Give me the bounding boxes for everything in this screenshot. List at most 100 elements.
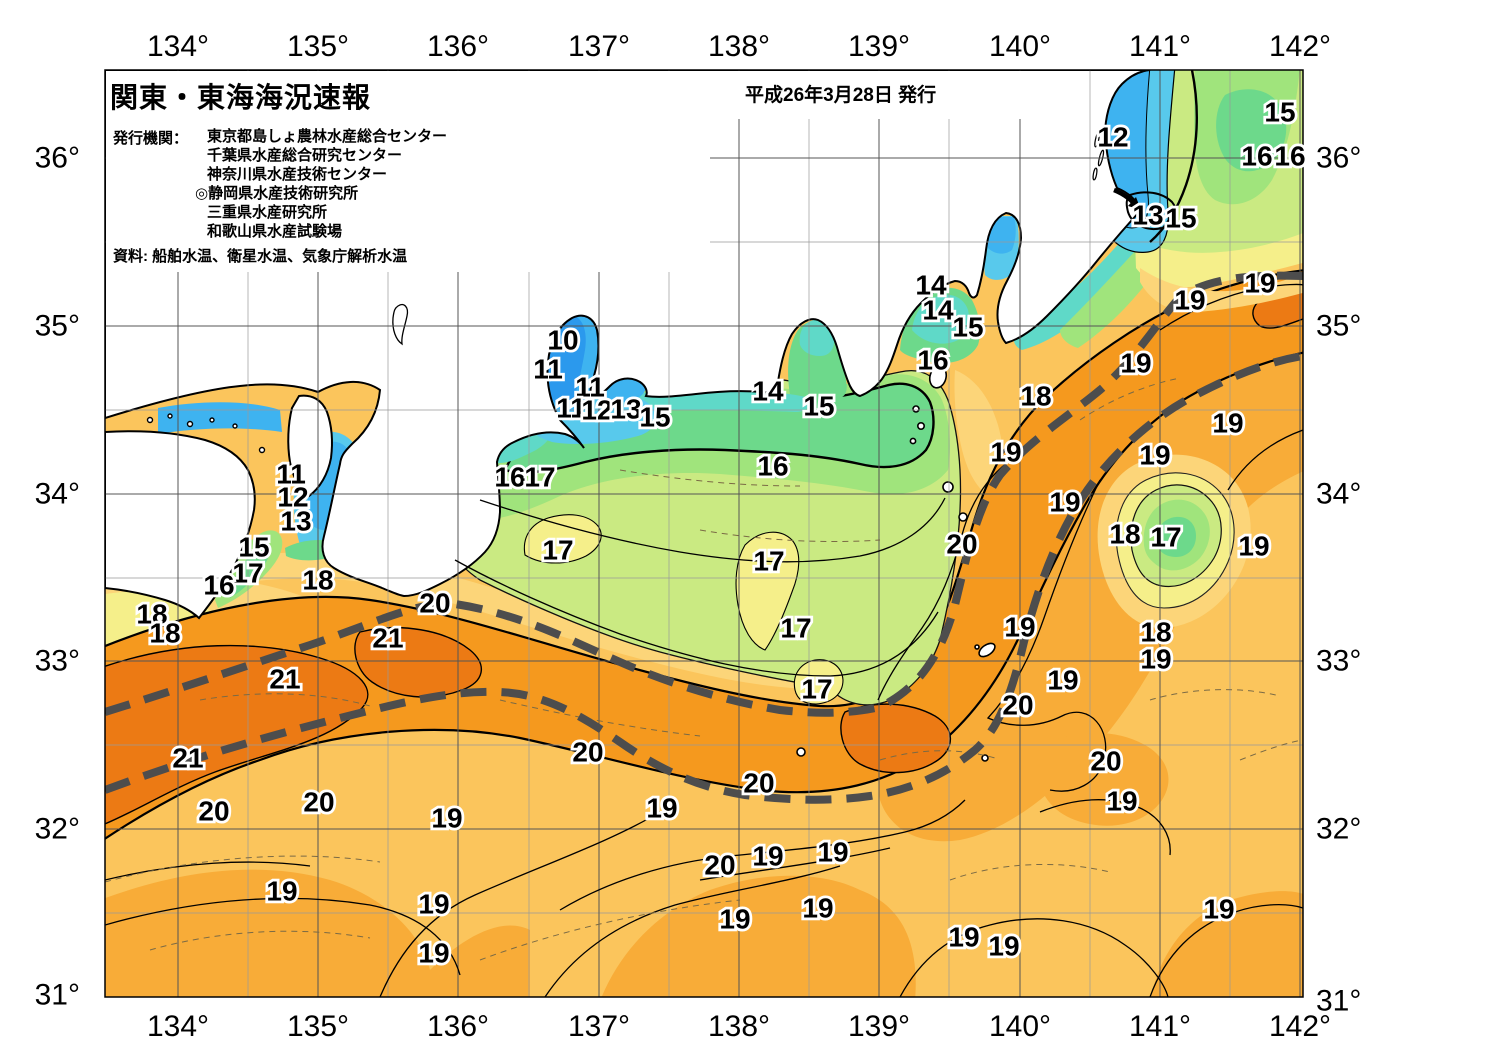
lon-label: 142°	[1269, 30, 1331, 63]
kuroshio-lines	[105, 271, 1303, 804]
lat-label: 33°	[1316, 645, 1361, 678]
kuroshio-swath-20-21	[105, 269, 1303, 841]
contours-dashed-minor	[105, 377, 1303, 961]
isotherm-label: 19	[646, 793, 677, 824]
isotherm-label: 15	[952, 312, 983, 343]
current-arrow	[1113, 187, 1141, 210]
isotherm-label: 18	[302, 565, 333, 596]
island-miyake	[942, 481, 954, 493]
isotherm-label: 19	[1004, 612, 1035, 643]
ise-bay-core-10-11	[548, 315, 586, 404]
lat-label: 31°	[35, 979, 80, 1012]
isotherm-label: 18	[1109, 519, 1140, 550]
cold-eddy	[1097, 454, 1251, 629]
isotherm-label: 19	[431, 803, 462, 834]
isotherm-label: 15	[1165, 203, 1196, 234]
isotherm-label: 20	[946, 529, 977, 560]
issuer-list: 東京都島しょ農林水産総合センター 千葉県水産総合研究センター 神奈川県水産技術センタ…	[195, 127, 447, 241]
isotherm-label: 19	[266, 876, 297, 907]
ne-corner-field	[1060, 70, 1303, 348]
isotherm-label: 19	[1139, 440, 1170, 471]
lat-label: 34°	[1316, 478, 1361, 511]
issuer-item: 三重県水産研究所	[207, 204, 328, 221]
issuer-item: 千葉県水産総合研究センター	[207, 147, 403, 164]
isotherm-label: 15	[238, 532, 269, 563]
lat-label: 35°	[1316, 310, 1361, 343]
isotherm-label: 13	[1132, 200, 1163, 231]
isotherm-label: 19	[1140, 644, 1171, 675]
isotherm-label: 15	[803, 391, 834, 422]
isotherm-label: 16	[917, 345, 948, 376]
isotherm-label: 14	[752, 376, 784, 407]
isotherm-label: 10	[547, 325, 578, 356]
isotherm-label: 19	[990, 437, 1021, 468]
isotherm-label: 19	[418, 889, 449, 920]
lon-label: 137°	[568, 30, 630, 63]
isotherm-label: 19	[988, 931, 1019, 962]
isotherm-label: 17	[542, 535, 573, 566]
isotherm-label: 12	[277, 482, 308, 513]
isotherm-label: 19	[948, 922, 979, 953]
isotherm-label: 17	[801, 674, 832, 705]
grid-layer	[105, 70, 1303, 997]
isotherm-label: 19	[418, 938, 449, 969]
isotherm-label: 18	[1020, 381, 1051, 412]
isotherm-label: 17	[780, 613, 811, 644]
isotherm-label: 19	[802, 893, 833, 924]
islet-offshore	[796, 747, 806, 757]
axis-labels-left: 36° 35° 34° 33° 32° 31°	[35, 142, 80, 1012]
lon-label: 139°	[848, 1010, 910, 1043]
land-shikoku	[105, 430, 256, 620]
sea-pale-east-of-izu	[954, 370, 1004, 502]
isotherm-label: 19	[1212, 408, 1243, 439]
lon-label: 138°	[708, 1010, 770, 1043]
lat-label: 31°	[1316, 985, 1361, 1018]
isotherm-label: 11	[575, 372, 605, 403]
isotherm-label: 21	[372, 623, 403, 654]
lon-label: 141°	[1129, 1010, 1191, 1043]
isotherm-label: 17	[524, 462, 555, 493]
lon-label: 136°	[427, 30, 489, 63]
isotherm-label: 20	[572, 737, 603, 768]
lon-label: 135°	[287, 30, 349, 63]
isotherm-label: 20	[704, 850, 735, 881]
lon-label: 138°	[708, 30, 770, 63]
lat-label: 33°	[35, 645, 80, 678]
sagami-bay-teal	[912, 294, 970, 344]
isotherm-label: 11	[276, 459, 306, 490]
isotherm-label: 17	[232, 558, 263, 589]
isotherm-label: 21	[172, 743, 203, 774]
axis-labels-top: 134° 135° 136° 137° 138° 139° 140° 141° 142°	[147, 30, 1331, 63]
lat-label: 32°	[1316, 813, 1361, 846]
isotherm-label: 20	[1002, 690, 1033, 721]
contours-solid	[105, 70, 1303, 997]
isotherm-label: 14	[915, 270, 947, 301]
issuer-label: 発行機関：	[113, 130, 189, 147]
source-note: 資料: 船舶水温、衛星水温、気象庁解析水温	[113, 248, 408, 265]
isotherm-label: 19	[1049, 487, 1080, 518]
isotherm-label: 19	[1203, 894, 1234, 925]
lon-label: 139°	[848, 30, 910, 63]
isotherm-label: 19	[1238, 531, 1269, 562]
isotherm-label: 16	[203, 570, 234, 601]
isotherm-label: 19	[817, 837, 848, 868]
islets-inland-sea	[146, 413, 266, 454]
isotherm-label: 12	[1097, 122, 1128, 153]
isotherm-label: 19	[1244, 268, 1275, 299]
lat-label: 35°	[35, 310, 80, 343]
isotherm-label: 20	[303, 787, 334, 818]
isotherm-label: 19	[719, 904, 750, 935]
tokyo-bay-11-12	[987, 217, 1016, 254]
lat-label: 32°	[35, 813, 80, 846]
isotherm-label: 20	[419, 588, 450, 619]
isotherm-label: 16	[757, 451, 788, 482]
izu-islands	[796, 365, 996, 762]
island-mikura	[958, 512, 968, 522]
island-aogashima	[981, 754, 989, 762]
axis-labels-bottom: 134° 135° 136° 137° 138° 139° 140° 141° 142°	[147, 1010, 1331, 1043]
isotherm-label: 20	[1090, 746, 1121, 777]
issue-date: 平成26年3月28日 発行	[745, 85, 937, 106]
axis-labels-right: 36° 35° 34° 33° 32° 31°	[1316, 142, 1361, 1018]
issuer-item: ◎静岡県水産技術研究所	[195, 185, 359, 202]
